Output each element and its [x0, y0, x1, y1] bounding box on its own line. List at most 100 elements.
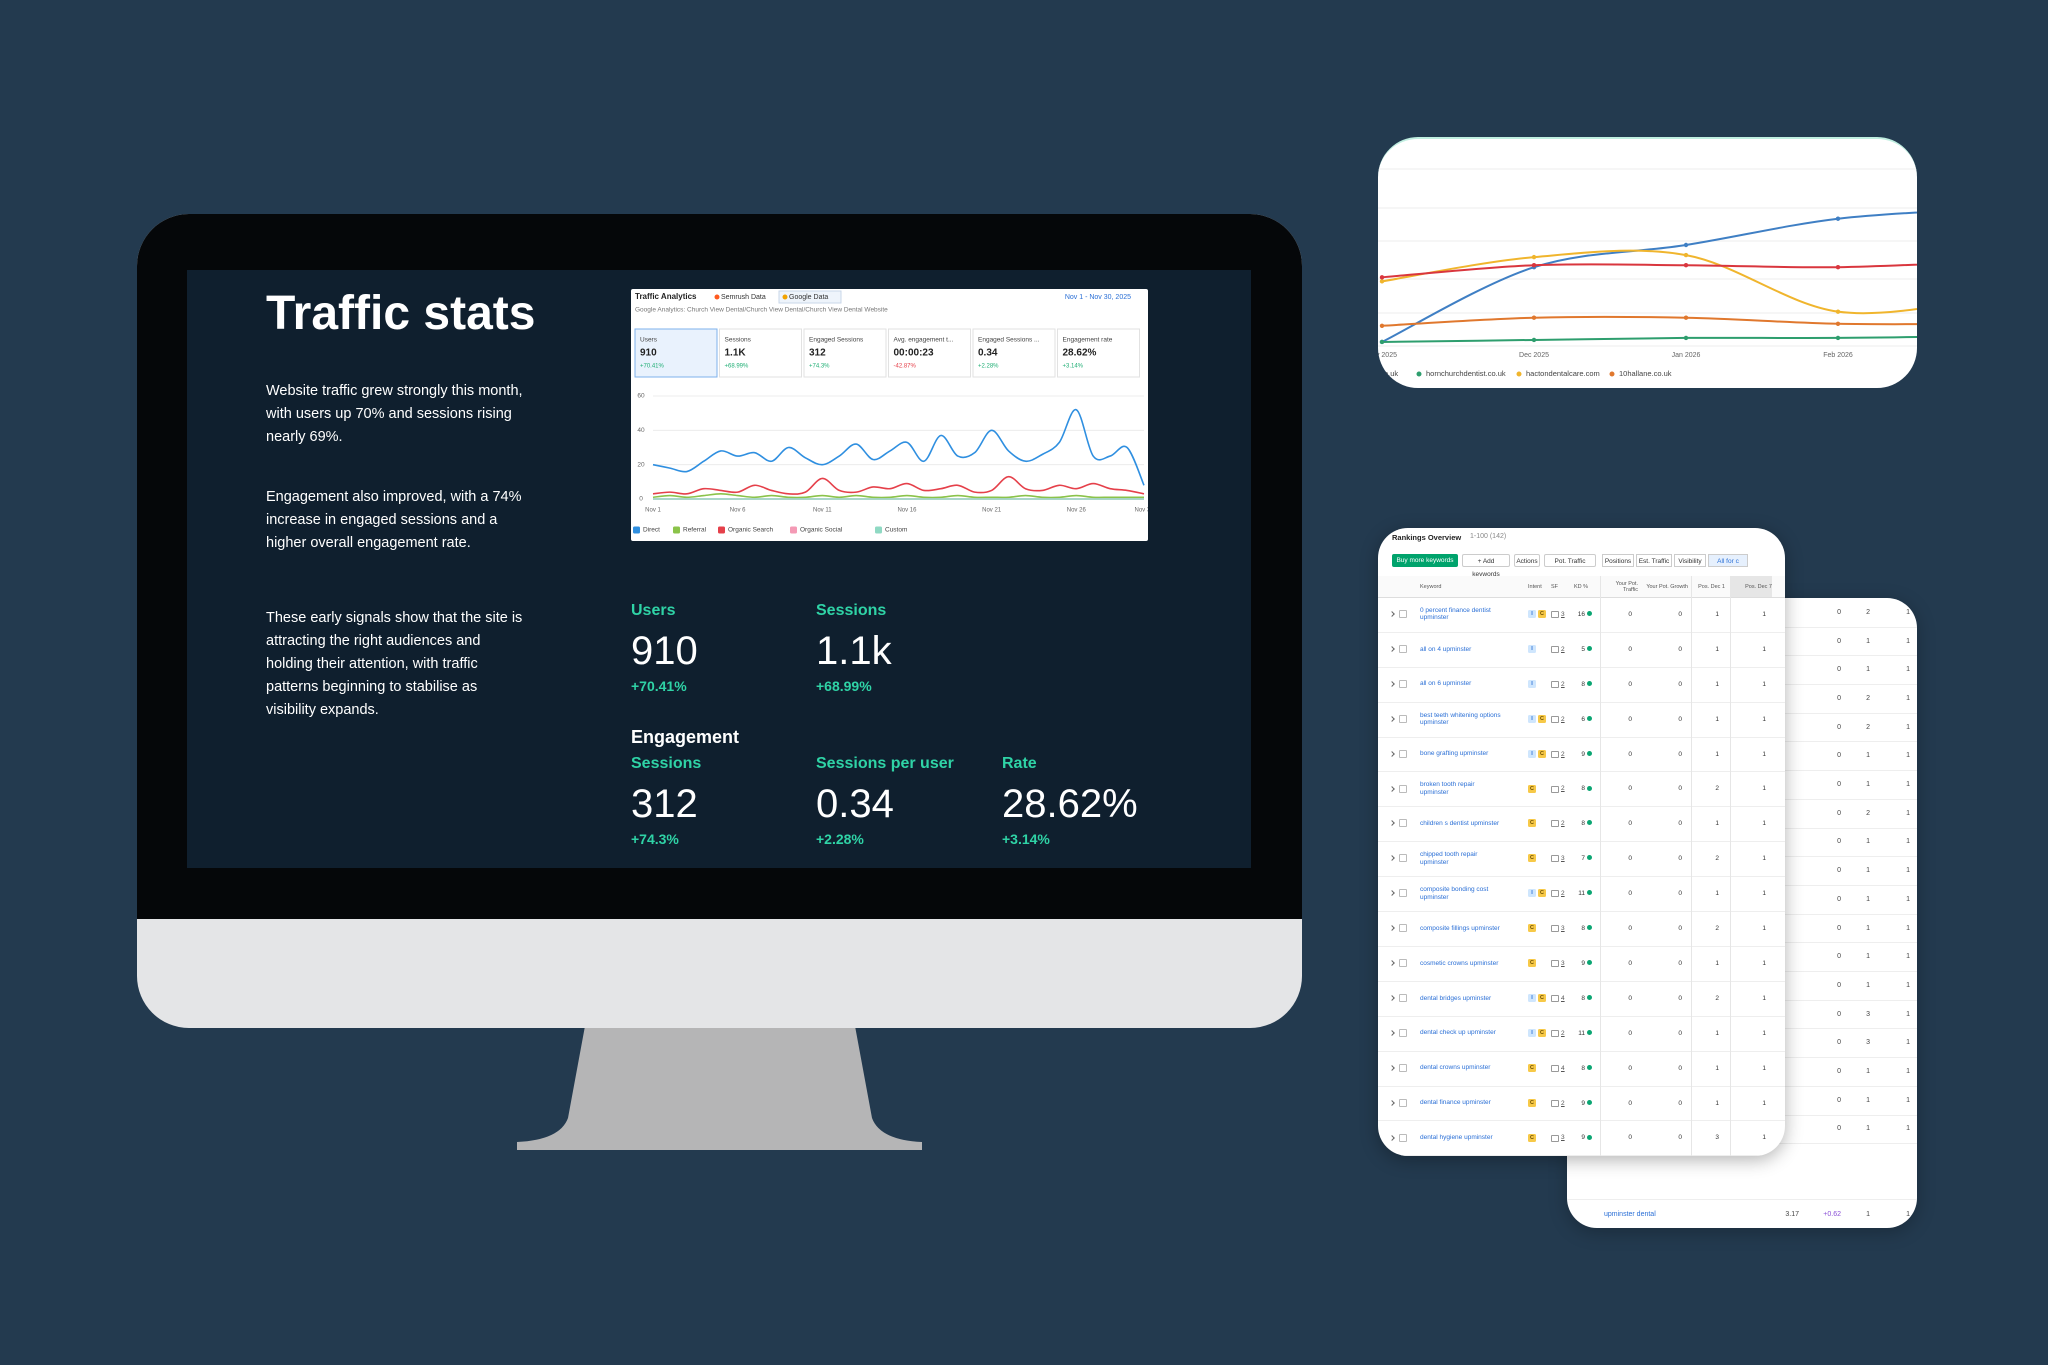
table-cell: 1 [1866, 1068, 1870, 1076]
card-count: 1-100 (142) [1470, 533, 1507, 540]
sf-count: 3 [1561, 959, 1565, 967]
table-row: chipped tooth repair upminster C 3 7 0 0 2 1 [1378, 841, 1785, 878]
expand-chevron [1389, 890, 1395, 897]
table-cell: 0 [1678, 1134, 1682, 1142]
data-point [1835, 309, 1841, 314]
table-row: children s dentist upminster C 2 8 0 0 1 1 [1378, 806, 1785, 843]
checkbox [1399, 610, 1407, 618]
table-cell: 1 [1762, 785, 1766, 793]
data-point [1683, 263, 1689, 268]
kpi-card [888, 328, 971, 378]
data-point [1379, 275, 1385, 280]
table-cell: 0 [1628, 1134, 1632, 1142]
data-point [1531, 254, 1537, 260]
keyword: dental finance upminster [1420, 1099, 1491, 1107]
tab: Est. Traffic [1636, 554, 1672, 567]
metric-label: Sessions per user [816, 755, 954, 772]
table-cell: 1 [1715, 610, 1719, 618]
y-tick-label: 40 [637, 427, 645, 434]
kd-dot [1587, 680, 1592, 686]
sf-icon [1551, 1099, 1559, 1107]
metric-change: +3.14% [1002, 831, 1050, 847]
table-cell: 0 [1628, 750, 1632, 758]
table-cell: 1 [1762, 890, 1766, 898]
series-line [652, 408, 1145, 486]
keyword: dental hygiene upminster [1420, 1134, 1493, 1142]
data-point [1683, 242, 1689, 248]
source: Google Analytics: Church View Dental/Chu… [635, 307, 888, 314]
kpi-value: 00:00:23 [894, 348, 934, 359]
table-cell: 0 [1837, 953, 1841, 961]
table-row: upminster dental 3.17 +0.62 1 1 [1567, 1199, 1917, 1228]
sf-count: 2 [1561, 680, 1565, 688]
y-tick-label: 60 [637, 393, 645, 400]
table-cell: 0 [1837, 1096, 1841, 1104]
table-row: all on 6 upminster I 2 8 0 0 1 1 [1378, 667, 1785, 703]
table-cell: 1 [1906, 1068, 1910, 1076]
intent-badge: C [1528, 1133, 1536, 1142]
kpi-value: 0.34 [978, 348, 998, 359]
table-cell: 0 [1837, 809, 1841, 817]
table-cell: 1 [1906, 953, 1910, 961]
kd: 8 [1581, 994, 1585, 1002]
data-point [1835, 321, 1841, 326]
sf-icon [1551, 1134, 1559, 1142]
x-tick-label: Feb 2026 [1823, 352, 1853, 359]
checkbox [1399, 924, 1407, 933]
sf-icon [1551, 785, 1559, 793]
kd: 11 [1578, 1029, 1585, 1037]
table-cell: 2 [1715, 994, 1719, 1002]
metric-label: Rate [1002, 755, 1037, 772]
kd-dot [1587, 645, 1592, 651]
keyword: dental crowns upminster [1420, 1064, 1491, 1072]
table-cell: 0 [1837, 895, 1841, 903]
kd: 9 [1581, 959, 1585, 967]
table-cell: +0.62 [1823, 1210, 1841, 1218]
checkbox [1399, 1098, 1407, 1107]
sf-count: 4 [1561, 994, 1565, 1002]
kd-dot [1587, 855, 1592, 861]
paragraph: These early signals show that the site i… [266, 610, 523, 718]
series-line [1381, 249, 1917, 315]
kd-dot [1587, 820, 1592, 826]
table-cell: 0 [1628, 645, 1632, 653]
sf-count: 2 [1561, 750, 1565, 758]
kpi-change: +2.28% [978, 364, 999, 370]
table-cell: 0 [1837, 981, 1841, 989]
legend-swatch [1609, 371, 1615, 377]
legend-swatch [673, 526, 680, 534]
data-point [1835, 216, 1841, 221]
table-cell: 0 [1678, 959, 1682, 967]
legend-swatch [790, 526, 797, 534]
sf-icon [1551, 994, 1559, 1002]
table-cell: 1 [1866, 924, 1870, 932]
intent-badge: I [1528, 610, 1536, 618]
table-cell: 1 [1906, 637, 1910, 645]
series-line [1381, 263, 1917, 279]
intent-badge: I [1528, 993, 1536, 1002]
kpi-value: 312 [809, 348, 826, 359]
kpi-card [719, 328, 802, 378]
kd: 16 [1577, 610, 1585, 618]
kpi-label: Engaged Sessions ... [978, 337, 1040, 344]
column-header: Intent [1528, 583, 1542, 590]
column-divider [1600, 576, 1601, 1156]
x-tick-label: Nov 26 [1067, 508, 1087, 514]
metric-change: +70.41% [631, 678, 687, 694]
sf-count: 3 [1561, 610, 1565, 618]
checkbox [1399, 854, 1407, 863]
table-cell: 1 [1762, 855, 1766, 863]
data-point [1835, 335, 1841, 341]
table-cell: 2 [1715, 855, 1719, 863]
tab: Semrush Data [721, 294, 766, 301]
metric-label: Sessions [631, 755, 702, 772]
expand-chevron [1389, 680, 1395, 687]
sf-count: 2 [1561, 1099, 1565, 1107]
table-cell: 1 [1906, 924, 1910, 932]
kpi-value: 910 [640, 348, 657, 359]
legend-label: hactondentalcare.com [1526, 369, 1600, 378]
table-cell: 1 [1715, 1029, 1719, 1037]
table-cell: 1 [1866, 752, 1870, 760]
x-tick-label: Nov 16 [897, 508, 917, 514]
table-cell: 1 [1715, 715, 1719, 723]
